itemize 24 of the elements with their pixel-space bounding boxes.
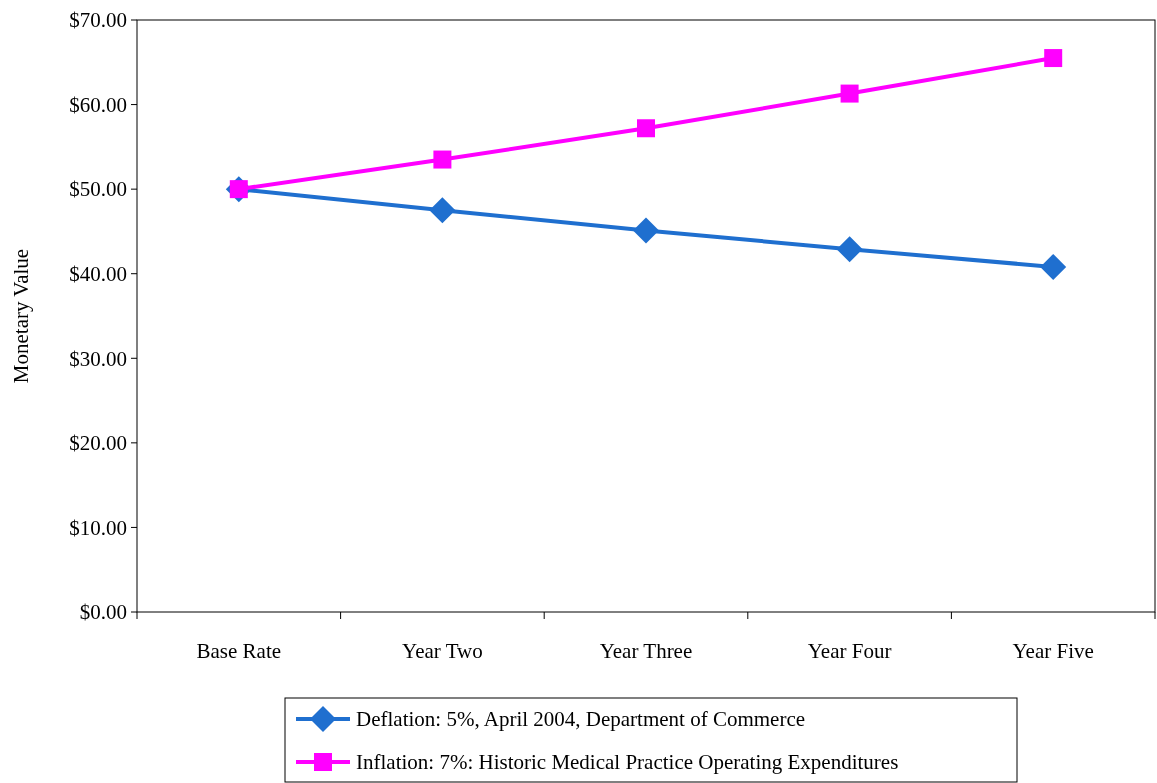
y-tick-label: $50.00 <box>69 177 127 202</box>
legend-label: Deflation: 5%, April 2004, Department of Commerce <box>356 707 806 732</box>
y-axis-title: Monetary Value <box>9 248 33 384</box>
y-tick-label: $60.00 <box>69 92 127 117</box>
y-tick-label: $40.00 <box>69 262 127 287</box>
point <box>1044 49 1063 68</box>
point <box>1040 253 1067 280</box>
point <box>429 197 456 224</box>
x-tick-label: Year Five <box>1012 639 1094 663</box>
x-tick-label: Base Rate <box>196 639 282 663</box>
y-tick-label: $0.00 <box>79 600 127 625</box>
point <box>433 150 452 169</box>
point <box>633 217 659 244</box>
x-tick-label: Year Two <box>402 639 483 663</box>
y-tick-label: $10.00 <box>69 515 127 540</box>
y-tick-label: $20.00 <box>69 431 127 456</box>
legend-label: Inflation: 7%: Historic Medical Practice Operating Expenditures <box>356 750 899 775</box>
point <box>840 84 859 103</box>
point <box>637 119 655 138</box>
point <box>836 236 863 263</box>
y-tick-label: $70.00 <box>69 8 127 33</box>
y-tick-label: $30.00 <box>69 346 127 371</box>
x-tick-label: Year Three <box>599 639 693 663</box>
x-tick-label: Year Four <box>807 639 892 663</box>
